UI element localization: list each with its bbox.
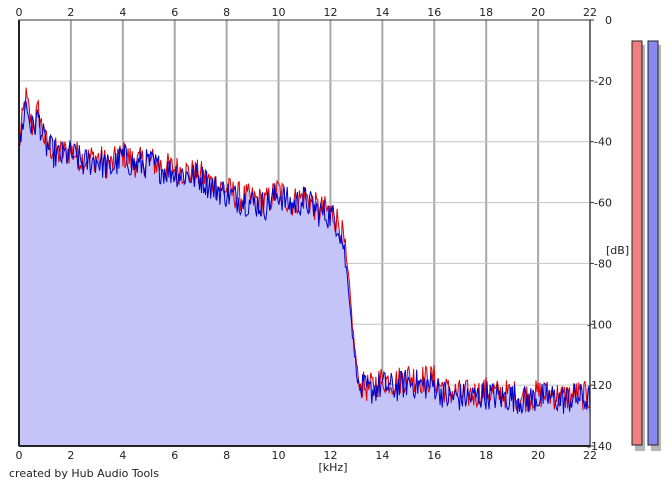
x-tick-top-5: 10 [272, 6, 286, 19]
y-tick-right-5: -100 [587, 318, 612, 331]
spectrum-fill-area [19, 87, 590, 446]
y-tick-right-3: -60 [594, 197, 612, 210]
x-tick-top-6: 12 [323, 6, 337, 19]
y-axis-label: [dB] [606, 244, 629, 257]
x-tick-top-3: 6 [171, 6, 178, 19]
x-tick-top-2: 4 [119, 6, 126, 19]
x-tick-bottom-9: 18 [479, 449, 493, 462]
series-layer [18, 87, 591, 415]
x-tick-bottom-0: 0 [16, 449, 23, 462]
meter-bar-left [631, 40, 643, 446]
x-tick-bottom-5: 10 [272, 449, 286, 462]
level-meters [631, 40, 661, 451]
x-tick-bottom-6: 12 [323, 449, 337, 462]
x-tick-top-1: 2 [67, 6, 74, 19]
y-tick-right-7: -140 [587, 440, 612, 453]
tick-labels: 002244668810101212141416161818202022220-… [16, 6, 613, 462]
y-tick-right-4: -80 [594, 257, 612, 270]
y-tick-right-6: -120 [587, 379, 612, 392]
y-tick-right-1: -20 [594, 75, 612, 88]
series-line-left [18, 87, 591, 413]
x-tick-top-4: 8 [223, 6, 230, 19]
x-tick-bottom-7: 14 [375, 449, 389, 462]
x-tick-top-9: 18 [479, 6, 493, 19]
x-tick-bottom-2: 4 [119, 449, 126, 462]
x-tick-top-7: 14 [375, 6, 389, 19]
meter-bar-right [647, 40, 659, 446]
x-tick-bottom-4: 8 [223, 449, 230, 462]
x-tick-bottom-11: 22 [583, 449, 597, 462]
x-tick-top-8: 16 [427, 6, 441, 19]
y-tick-right-2: -40 [594, 136, 612, 149]
x-tick-bottom-1: 2 [67, 449, 74, 462]
x-tick-bottom-3: 6 [171, 449, 178, 462]
x-tick-top-0: 0 [16, 6, 23, 19]
axes [18, 19, 591, 447]
series-line-right [18, 100, 591, 415]
x-tick-bottom-8: 16 [427, 449, 441, 462]
x-tick-top-11: 22 [583, 6, 597, 19]
credit-text: created by Hub Audio Tools [9, 467, 159, 480]
x-tick-bottom-10: 20 [531, 449, 545, 462]
y-tick-right-0: 0 [605, 14, 612, 27]
x-tick-top-10: 20 [531, 6, 545, 19]
x-axis-label: [kHz] [319, 461, 348, 474]
